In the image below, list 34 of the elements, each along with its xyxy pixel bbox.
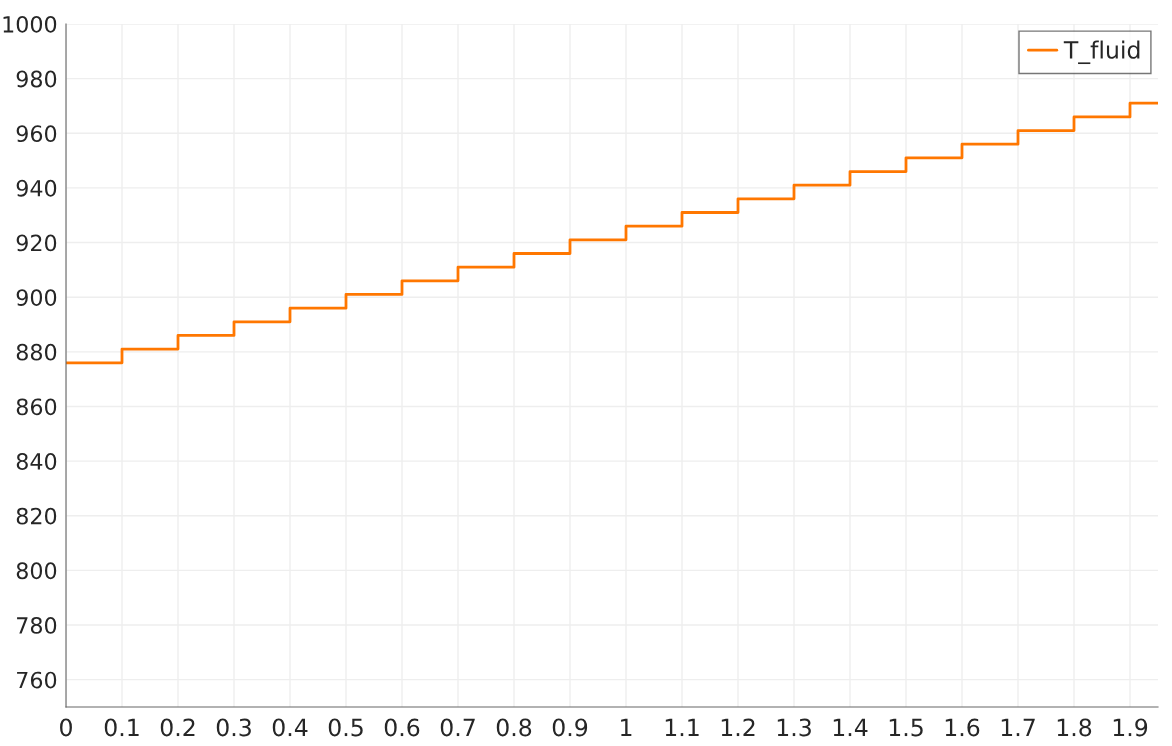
x-tick-label: 0.8 xyxy=(496,718,532,737)
x-tick-label: 0 xyxy=(60,718,72,737)
y-tick-label: 860 xyxy=(16,398,57,416)
y-tick-label: 980 xyxy=(16,70,57,88)
x-tick-label: 1.2 xyxy=(721,718,755,737)
x-tick-label: 1.3 xyxy=(777,718,811,737)
x-tick-label: 1.9 xyxy=(1113,718,1148,737)
x-tick-label: 1.8 xyxy=(1057,718,1092,737)
y-tick-label: 960 xyxy=(16,125,57,143)
y-tick-label: 900 xyxy=(16,289,57,306)
x-tick-label: 0.4 xyxy=(272,718,308,737)
x-tick-label: 1.4 xyxy=(833,718,868,737)
y-tick-label: 940 xyxy=(16,179,57,197)
y-tick-label: 1000 xyxy=(3,15,57,33)
y-tick-label: 840 xyxy=(16,453,57,470)
y-tick-label: 800 xyxy=(16,562,57,580)
y-tick-label: 820 xyxy=(16,507,57,525)
x-tick-label: 1 xyxy=(621,718,632,737)
legend-label: T_fluid xyxy=(1063,40,1140,65)
x-tick-label: 0.6 xyxy=(384,718,420,737)
x-tick-label: 0.2 xyxy=(160,718,195,737)
x-tick-label: 1.6 xyxy=(945,718,980,737)
x-tick-label: 0.3 xyxy=(216,718,251,737)
x-tick-label: 0.5 xyxy=(328,718,363,737)
y-tick-label: 760 xyxy=(17,671,57,689)
x-tick-label: 0.7 xyxy=(440,718,475,737)
x-tick-label: 1.5 xyxy=(889,718,923,737)
x-tick-label: 0.1 xyxy=(104,718,139,737)
x-tick-label: 0.9 xyxy=(552,718,588,737)
y-tick-label: 780 xyxy=(17,616,57,634)
y-tick-label: 880 xyxy=(16,343,57,361)
x-tick-label: 1.1 xyxy=(665,718,699,737)
y-tick-label: 920 xyxy=(16,234,57,252)
x-tick-label: 1.7 xyxy=(1001,718,1035,737)
